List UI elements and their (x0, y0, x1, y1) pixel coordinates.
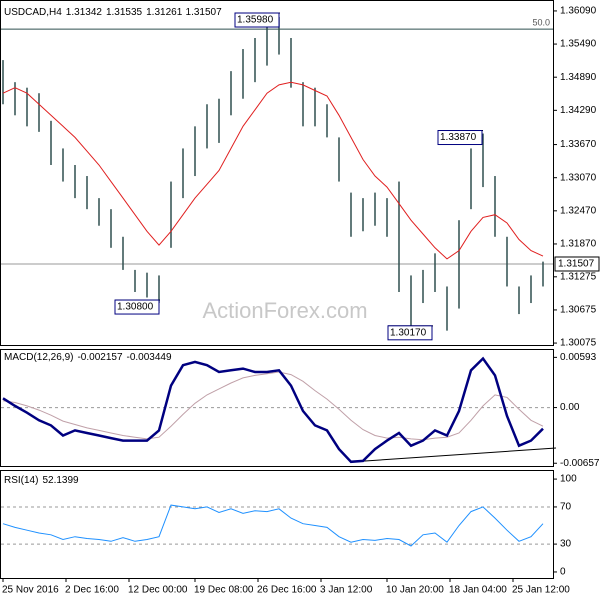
panel-title: MACD(12,26,9) -0.002157 -0.003449 (4, 352, 172, 363)
x-tick-label: 12 Dec 00:00 (128, 585, 188, 596)
title: USDCAD,H4 (4, 7, 62, 18)
macd-line (2, 356, 544, 464)
y-tick-label: 1.30075 (560, 338, 597, 349)
title: RSI(14) (4, 475, 38, 486)
y-tick-label: 100 (560, 474, 577, 485)
signal-line (2, 371, 544, 441)
y-tick-label: 1.34890 (560, 72, 597, 83)
panel-title: RSI(14) 52.1399 (4, 475, 79, 486)
y-tick-label: 1.35490 (560, 39, 597, 50)
x-tick-label: 3 Jan 12:00 (320, 585, 373, 596)
y-tick-label: 1.33670 (560, 139, 597, 150)
last-price-box (554, 256, 600, 272)
annotation-label: 1.33870 (440, 132, 477, 143)
y-tick-label: 0 (560, 567, 566, 578)
rsi-line (2, 504, 544, 547)
trend-line (349, 447, 557, 463)
x-tick-label: 18 Jan 04:00 (449, 585, 507, 596)
y-tick-label: 1.31870 (560, 239, 597, 250)
y-tick-label: 0.00593 (560, 352, 597, 363)
header-value: -0.002157 (77, 352, 122, 363)
annotation-label: 1.30800 (117, 302, 154, 313)
moving-average (2, 81, 544, 260)
x-tick-label: 25 Nov 2016 (2, 585, 59, 596)
x-tick-label: 26 Dec 16:00 (257, 585, 317, 596)
annotation-box (114, 299, 160, 315)
y-tick-label: 1.31275 (560, 271, 597, 282)
header-value: 1.31507 (186, 7, 223, 18)
last-price-label: 1.31507 (558, 259, 595, 270)
header-value: 52.1399 (42, 475, 79, 486)
y-tick-label: 1.33070 (560, 172, 597, 183)
x-tick-label: 10 Jan 20:00 (386, 585, 444, 596)
price-panel (0, 0, 554, 346)
y-tick-label: 1.34290 (560, 105, 597, 116)
y-tick-label: 30 (560, 539, 572, 550)
annotation-box (234, 12, 280, 28)
annotation-label: 1.35980 (237, 15, 274, 26)
panel-title: USDCAD,H4 1.31342 1.31535 1.31261 1.31507 (4, 7, 222, 18)
y-tick-label: 1.30675 (560, 305, 597, 316)
y-tick-label: 70 (560, 502, 572, 513)
watermark: ActionForex.com (202, 298, 367, 323)
x-tick-label: 19 Dec 08:00 (194, 585, 254, 596)
x-tick-label: 2 Dec 16:00 (65, 585, 119, 596)
x-tick-label: 25 Jan 12:00 (512, 585, 570, 596)
header-value: 1.31535 (106, 7, 143, 18)
annotation-box (437, 130, 483, 146)
header-value: 1.31261 (146, 7, 183, 18)
y-tick-label: -0.006575 (560, 458, 600, 469)
rsi-panel (0, 470, 554, 579)
level-label: 50.0 (532, 18, 550, 28)
header-value: -0.003449 (127, 352, 172, 363)
y-tick-label: 1.36090 (560, 6, 597, 17)
header-value: 1.31342 (66, 7, 103, 18)
title: MACD(12,26,9) (4, 352, 73, 363)
annotation-label: 1.30170 (390, 327, 427, 338)
y-tick-label: 0.00 (560, 402, 580, 413)
y-tick-label: 1.32470 (560, 205, 597, 216)
annotation-box (387, 325, 433, 341)
